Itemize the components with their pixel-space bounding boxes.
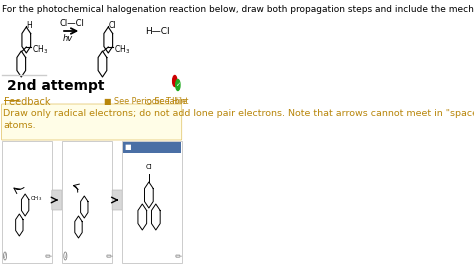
Text: CH$_3$: CH$_3$ bbox=[114, 44, 131, 56]
Text: hv: hv bbox=[63, 34, 73, 43]
Text: For the photochemical halogenation reaction below, draw both propagation steps a: For the photochemical halogenation react… bbox=[2, 5, 474, 14]
Text: ○ See Hint: ○ See Hint bbox=[145, 97, 188, 106]
Text: CH$_3$: CH$_3$ bbox=[30, 195, 42, 203]
FancyBboxPatch shape bbox=[1, 104, 182, 140]
Circle shape bbox=[176, 80, 180, 91]
Text: H—Cl: H—Cl bbox=[145, 26, 170, 36]
Circle shape bbox=[173, 76, 177, 87]
Text: ✓: ✓ bbox=[175, 83, 181, 88]
FancyBboxPatch shape bbox=[62, 141, 112, 263]
Circle shape bbox=[3, 252, 7, 260]
Circle shape bbox=[64, 252, 67, 260]
FancyBboxPatch shape bbox=[1, 141, 52, 263]
Text: Draw only radical electrons; do not add lone pair electrons. Note that arrows ca: Draw only radical electrons; do not add … bbox=[3, 109, 474, 130]
Text: ■: ■ bbox=[124, 144, 131, 150]
Text: Feedback: Feedback bbox=[4, 97, 50, 107]
FancyBboxPatch shape bbox=[122, 141, 182, 263]
Text: H: H bbox=[26, 21, 32, 29]
Text: i: i bbox=[4, 253, 6, 259]
Text: ✏: ✏ bbox=[106, 252, 112, 261]
Text: Cl: Cl bbox=[108, 21, 116, 29]
Text: ■ See Periodic Table: ■ See Periodic Table bbox=[104, 97, 186, 106]
Text: ✏: ✏ bbox=[45, 252, 52, 261]
Text: i: i bbox=[64, 253, 66, 259]
FancyBboxPatch shape bbox=[112, 190, 122, 210]
FancyBboxPatch shape bbox=[123, 142, 182, 153]
Text: Cl: Cl bbox=[146, 164, 152, 170]
Text: 2nd attempt: 2nd attempt bbox=[7, 79, 104, 93]
Text: Cl—Cl: Cl—Cl bbox=[60, 19, 85, 28]
FancyBboxPatch shape bbox=[52, 190, 62, 210]
Text: ✏: ✏ bbox=[175, 252, 182, 261]
Text: CH$_3$: CH$_3$ bbox=[33, 44, 49, 56]
